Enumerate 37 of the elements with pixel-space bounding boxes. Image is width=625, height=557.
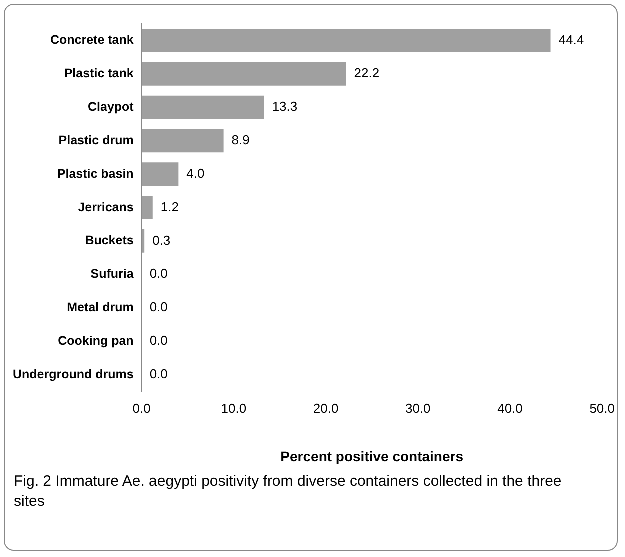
x-tick-label: 20.0 [313,400,339,416]
x-tick-label: 40.0 [498,400,523,416]
y-tick-label: Metal drum [67,300,134,315]
data-label: 0.0 [150,266,168,282]
data-label: 4.0 [186,166,205,181]
bar [142,129,224,153]
data-label: 44.4 [558,32,584,48]
bar [142,29,551,52]
x-tick-label: 0.0 [132,400,151,416]
bar [142,230,145,253]
y-tick-label: Plastic basin [57,166,134,181]
data-label: 1.2 [160,199,179,214]
data-label: 0.0 [150,366,168,382]
caption: Fig. 2 Immature Ae. aegypti positivity from diverse containers collected in the three sites [14,472,563,512]
bar [142,162,179,186]
x-tick-label: 10.0 [221,400,247,416]
y-tick-label: Sufuria [90,267,135,282]
y-tick-label: Jerricans [78,200,134,214]
bar [142,62,346,86]
data-label: 0.0 [150,300,168,315]
data-label: 0.3 [152,232,171,248]
x-axis-title: Percent positive containers [280,448,464,464]
y-tick-label: Plastic tank [64,66,134,81]
bar [142,196,153,220]
x-tick-label: 50.0 [590,400,616,416]
y-tick-label: Underground drums [12,367,134,382]
y-tick-label: Cooking pan [58,334,134,348]
data-label: 13.3 [272,99,298,114]
data-label: 22.2 [354,66,380,81]
y-tick-label: Concrete tank [50,33,134,48]
data-label: 8.9 [232,132,250,148]
y-tick-label: Plastic drum [58,133,134,148]
y-tick-label: Buckets [85,234,134,248]
data-label: 0.0 [150,333,168,348]
bar [142,96,264,120]
x-tick-label: 30.0 [405,400,431,416]
y-tick-label: Claypot [88,100,135,114]
